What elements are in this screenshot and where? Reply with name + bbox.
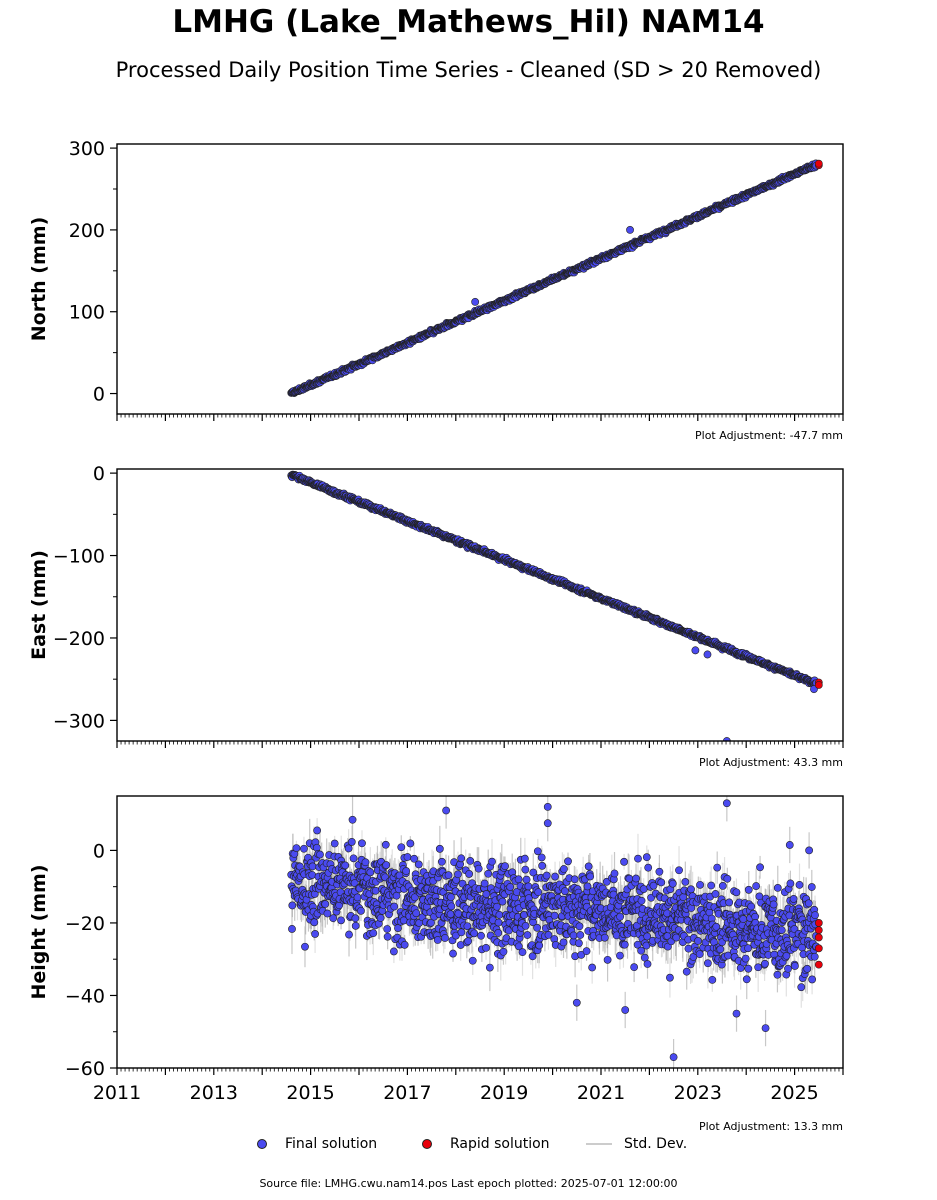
y-axis-label: North (mm)	[28, 217, 50, 342]
final-point	[703, 650, 712, 659]
y-tick-label: 200	[69, 220, 105, 242]
y-tick-label: −300	[53, 710, 105, 732]
y-tick-label: 100	[69, 302, 105, 324]
chart-title: LMHG (Lake_Mathews_Hil) NAM14	[172, 4, 765, 40]
final-solution-points	[287, 159, 821, 397]
y-tick-label: 0	[93, 384, 105, 406]
y-tick-label: −200	[53, 628, 105, 650]
final-point	[626, 226, 634, 234]
axes-frame	[116, 143, 844, 415]
y-tick-label: −100	[53, 546, 105, 568]
axes-frame	[116, 468, 844, 742]
rapid-point	[814, 159, 823, 168]
final-point	[471, 298, 480, 306]
rapid-solution-points	[814, 159, 823, 170]
y-tick-label: 0	[93, 463, 105, 485]
north-panel: 0 100 200 300 North (mm) Plot Adjustment: -47…	[28, 138, 844, 442]
y-tick-label: 300	[69, 138, 105, 160]
rapid-point	[814, 681, 823, 689]
final-solution-points	[287, 470, 821, 741]
plot-adjustment-label: Plot Adjustment: -47.7 mm	[695, 429, 843, 442]
rapid-solution-points	[814, 678, 823, 689]
final-point	[691, 646, 700, 655]
chart-subtitle: Processed Daily Position Time Series - C…	[115, 58, 822, 82]
